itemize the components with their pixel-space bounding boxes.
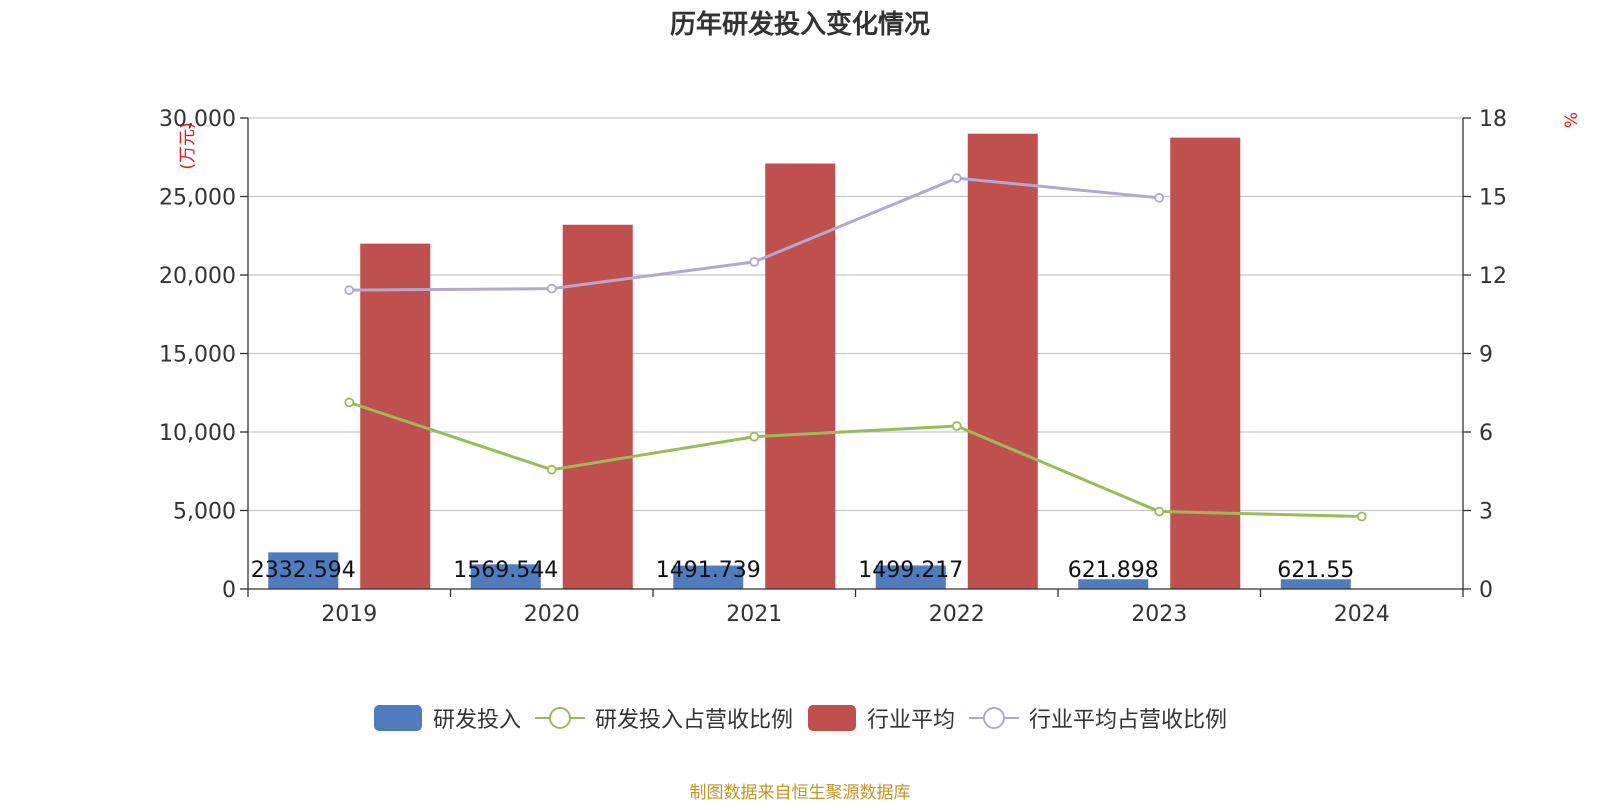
- legend-swatch: [534, 707, 585, 729]
- line-point: [344, 397, 355, 408]
- right-tick-label: 12: [1479, 264, 1507, 289]
- right-tick-label: 0: [1479, 578, 1493, 603]
- legend-label: 研发投入: [432, 708, 521, 733]
- line-point: [951, 421, 962, 431]
- bar: [765, 163, 836, 589]
- axes: 0 5,000 10,000 15,000 20,000 25,000 30,000 0 3 6 9…: [159, 107, 1507, 627]
- legend-label: 行业平均占营收比例: [1029, 708, 1228, 733]
- line-point: [546, 283, 557, 294]
- data-label: 1499.217: [858, 558, 963, 583]
- right-tick-label: 9: [1479, 343, 1493, 368]
- source-note: 制图数据来自恒生聚源数据库: [689, 783, 911, 803]
- line-point: [749, 257, 760, 267]
- right-tick-label: 15: [1479, 186, 1507, 211]
- legend-item[interactable]: 行业平均占营收比例: [969, 702, 1227, 734]
- line-point: [546, 464, 557, 475]
- data-label: 1491.739: [656, 558, 761, 583]
- x-tick-label: 2021: [726, 602, 782, 627]
- x-tick-label: 2020: [524, 602, 580, 627]
- left-tick-label: 0: [222, 578, 236, 603]
- data-label: 1569.544: [453, 558, 558, 583]
- legend-swatch: [969, 707, 1020, 729]
- legend-label: 研发投入占营收比例: [594, 708, 793, 733]
- right-axis-title: %: [1562, 112, 1582, 128]
- legend-item[interactable]: 研发投入: [373, 702, 521, 734]
- bar: [967, 133, 1038, 589]
- line-point: [1356, 511, 1367, 522]
- legend-swatch: [808, 705, 856, 731]
- x-tick-label: 2024: [1334, 602, 1390, 627]
- data-labels: 2332.594 1569.544 1491.739 1499.217 621.898 6…: [251, 558, 1354, 583]
- bar: [673, 565, 744, 589]
- bar: [1280, 579, 1351, 589]
- left-tick-label: 30,000: [159, 107, 236, 132]
- x-tick-label: 2022: [929, 602, 985, 627]
- left-tick-label: 15,000: [159, 343, 236, 368]
- line-point: [749, 431, 760, 442]
- left-axis-title: (万元): [178, 122, 198, 169]
- legend-item[interactable]: 行业平均: [807, 702, 955, 734]
- left-tick-label: 20,000: [159, 264, 236, 289]
- lines: [344, 173, 1367, 522]
- bar: [1170, 137, 1241, 589]
- line-point: [1154, 192, 1165, 203]
- data-label: 621.898: [1068, 558, 1159, 583]
- line-point: [1154, 506, 1165, 517]
- data-label: 621.55: [1277, 558, 1354, 583]
- x-tick-label: 2023: [1131, 602, 1187, 627]
- bar: [1078, 579, 1149, 589]
- line-point: [951, 173, 962, 184]
- bar: [470, 564, 541, 589]
- legend-item[interactable]: 研发投入占营收比例: [534, 702, 793, 734]
- legend-swatch: [373, 705, 422, 731]
- bars: [268, 133, 1351, 589]
- right-tick-label: 6: [1479, 421, 1493, 446]
- bar: [268, 552, 339, 589]
- left-tick-label: 5,000: [173, 500, 236, 525]
- legend-label: 行业平均: [867, 708, 956, 733]
- line-point: [344, 285, 355, 296]
- right-tick-label: 3: [1479, 500, 1493, 525]
- chart-title: 历年研发投入变化情况: [669, 10, 930, 40]
- left-tick-label: 10,000: [159, 421, 236, 446]
- series-line: [348, 401, 1362, 519]
- bar: [875, 565, 946, 589]
- chart-plot: 0 5,000 10,000 15,000 20,000 25,000 30,000 0 3 6 9…: [159, 107, 1582, 627]
- left-tick-label: 25,000: [159, 186, 236, 211]
- legend: 研发投入 研发投入占营收比例 行业平均 行业平均占营收比例: [0, 702, 1600, 734]
- right-tick-label: 18: [1479, 107, 1507, 132]
- x-tick-label: 2019: [321, 602, 377, 627]
- data-label: 2332.594: [251, 558, 356, 583]
